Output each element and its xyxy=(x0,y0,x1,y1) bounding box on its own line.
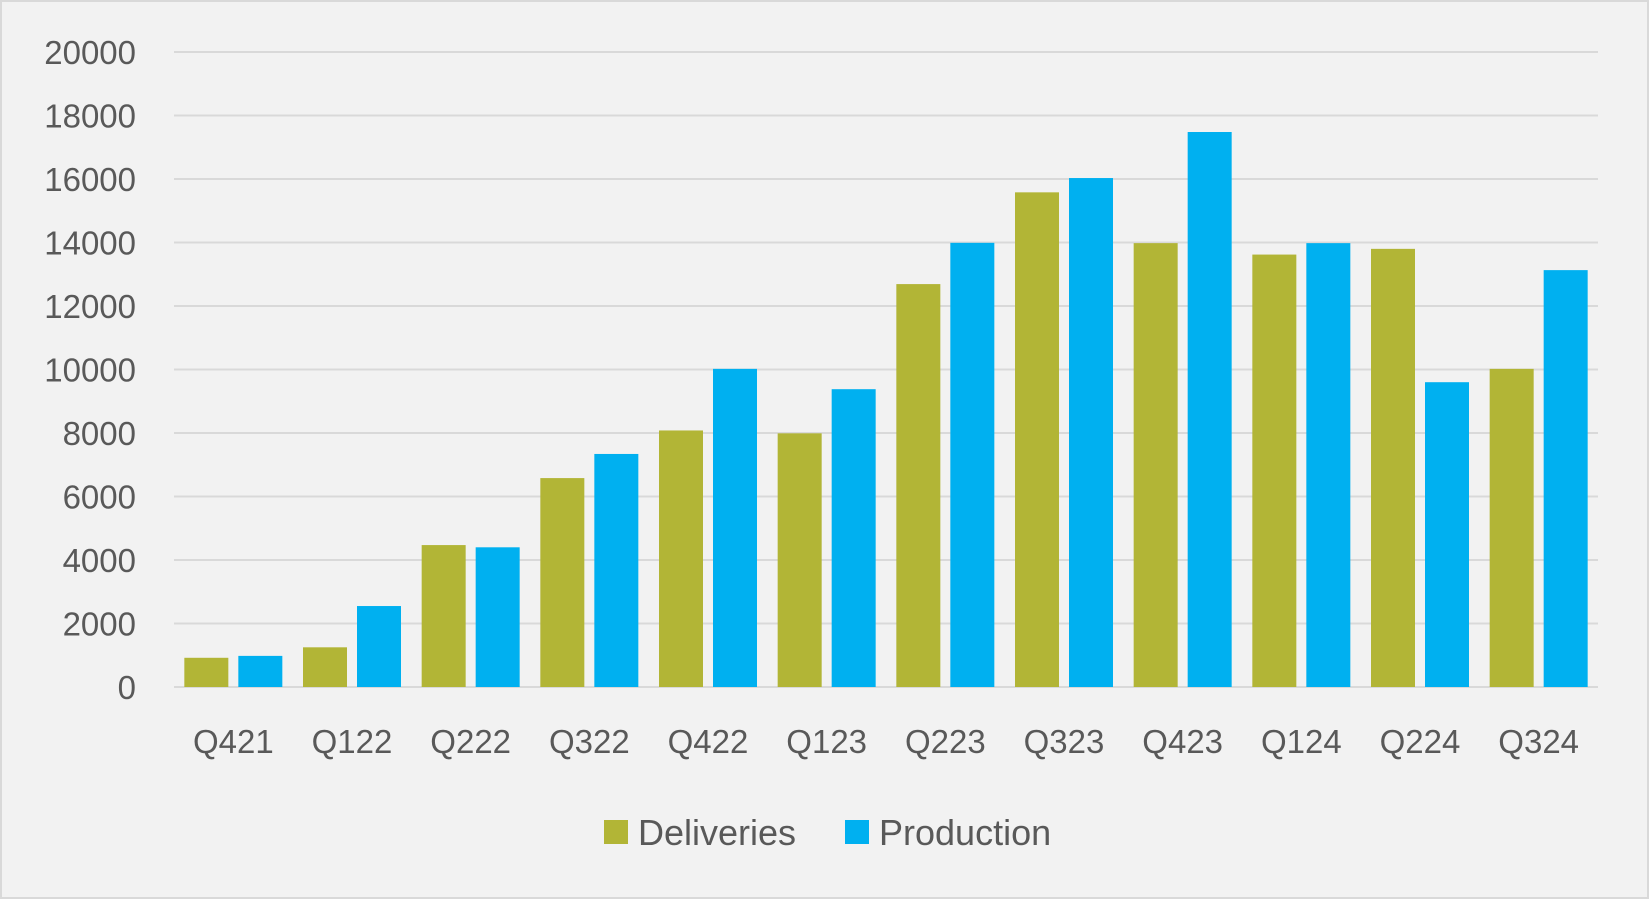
bar-deliveries-q222 xyxy=(421,545,466,687)
bar-production-q122 xyxy=(357,606,401,687)
y-tick-label: 8000 xyxy=(63,415,136,452)
x-axis-tick-labels: Q421 Q122 Q222 Q322 Q422 Q123 Q223 Q323 Q423 Q124… xyxy=(193,723,1579,760)
bar-deliveries-q323 xyxy=(1015,192,1059,687)
legend-label-production: Production xyxy=(879,812,1051,853)
legend-swatch-deliveries xyxy=(604,820,628,844)
bar-deliveries-q124 xyxy=(1252,254,1297,687)
x-tick-label: Q421 xyxy=(193,723,274,760)
y-tick-label: 4000 xyxy=(63,542,136,579)
bar-deliveries-q123 xyxy=(777,433,822,687)
bar-production-q421 xyxy=(238,655,283,687)
y-tick-label: 2000 xyxy=(63,606,136,643)
bar-production-q224 xyxy=(1425,382,1469,687)
x-tick-label: Q224 xyxy=(1380,723,1461,760)
y-tick-label: 0 xyxy=(118,669,136,706)
bar-deliveries-q224 xyxy=(1371,248,1415,687)
bar-production-q222 xyxy=(475,547,520,687)
x-tick-label: Q323 xyxy=(1024,723,1105,760)
legend-label-deliveries: Deliveries xyxy=(638,812,796,853)
y-tick-label: 14000 xyxy=(44,225,136,262)
x-tick-label: Q122 xyxy=(312,723,393,760)
x-tick-label: Q422 xyxy=(668,723,749,760)
bar-deliveries-q423 xyxy=(1133,243,1178,687)
bars xyxy=(184,132,1588,688)
bar-deliveries-q324 xyxy=(1489,368,1534,687)
bar-production-q324 xyxy=(1543,270,1588,687)
bar-production-q124 xyxy=(1306,243,1351,687)
y-axis-tick-labels: 0 2000 4000 6000 8000 10000 12000 14000 16000 180… xyxy=(44,34,136,706)
y-tick-label: 12000 xyxy=(44,288,136,325)
bar-production-q423 xyxy=(1187,132,1232,687)
bar-deliveries-q422 xyxy=(659,430,703,687)
legend-swatch-production xyxy=(845,820,869,844)
x-tick-label: Q223 xyxy=(905,723,986,760)
bar-deliveries-q122 xyxy=(303,647,347,687)
bar-production-q123 xyxy=(831,389,876,687)
x-tick-label: Q124 xyxy=(1261,723,1342,760)
x-tick-label: Q324 xyxy=(1498,723,1579,760)
x-tick-label: Q322 xyxy=(549,723,630,760)
legend: Deliveries Production xyxy=(604,812,1051,853)
y-tick-label: 10000 xyxy=(44,352,136,389)
bar-deliveries-q421 xyxy=(184,657,229,687)
bar-deliveries-q322 xyxy=(540,478,585,687)
x-tick-label: Q222 xyxy=(430,723,511,760)
x-tick-label: Q123 xyxy=(786,723,867,760)
bar-production-q322 xyxy=(594,453,639,687)
y-tick-label: 20000 xyxy=(44,34,136,71)
y-tick-label: 16000 xyxy=(44,161,136,198)
bar-deliveries-q223 xyxy=(896,284,941,687)
y-tick-label: 6000 xyxy=(63,479,136,516)
bar-production-q323 xyxy=(1069,178,1113,688)
bar-production-q422 xyxy=(713,368,757,687)
x-tick-label: Q423 xyxy=(1142,723,1223,760)
gridlines xyxy=(174,51,1598,688)
bar-production-q223 xyxy=(950,242,995,687)
y-tick-label: 18000 xyxy=(44,98,136,135)
